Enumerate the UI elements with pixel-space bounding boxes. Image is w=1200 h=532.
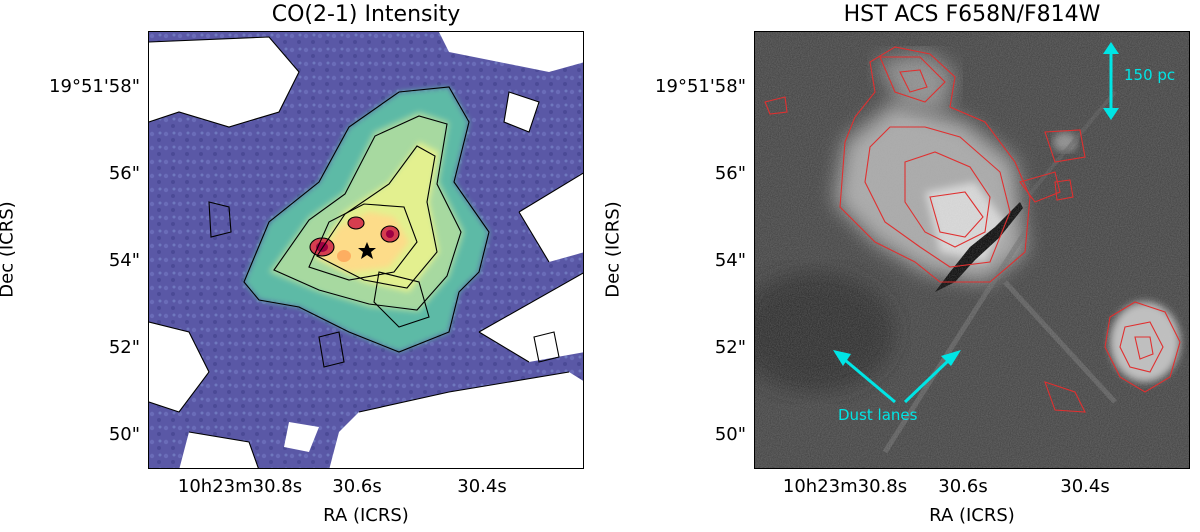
- right-xtick: 10h23m30.8s: [782, 476, 908, 497]
- left-ytick: 50": [108, 424, 140, 445]
- co-contours: [149, 36, 583, 468]
- right-ytick: 19°51'58": [655, 76, 746, 97]
- left-panel-title: CO(2-1) Intensity: [271, 2, 461, 27]
- right-xtick: 30.4s: [1060, 476, 1110, 497]
- right-ytick: 50": [714, 424, 746, 445]
- no-emission-regions: [149, 32, 583, 468]
- right-ytick: 54": [714, 250, 746, 271]
- right-xlabel: RA (ICRS): [929, 505, 1015, 526]
- right-ylabel: Dec (ICRS): [602, 201, 624, 298]
- left-ytick: 19°51'58": [49, 76, 140, 97]
- co-contours-overlay: [764, 46, 1181, 413]
- right-ytick: 52": [714, 337, 746, 358]
- left-ytick: 52": [108, 337, 140, 358]
- left-xlabel: RA (ICRS): [323, 505, 409, 526]
- right-xtick: 30.6s: [938, 476, 988, 497]
- star-icon: [358, 242, 376, 259]
- dust-lane-arrows: [833, 350, 961, 404]
- left-xtick: 10h23m30.8s: [177, 476, 303, 497]
- left-xtick: 30.4s: [457, 476, 507, 497]
- right-ytick: 56": [714, 163, 746, 184]
- scale-bar-arrow: [1103, 42, 1119, 120]
- left-xtick: 30.6s: [332, 476, 382, 497]
- dust-lanes-label: Dust lanes: [838, 406, 918, 424]
- left-ylabel: Dec (ICRS): [0, 201, 18, 298]
- co-intensity-map: [148, 31, 584, 469]
- left-ytick: 54": [108, 250, 140, 271]
- hst-acs-image: [754, 31, 1190, 469]
- right-panel-title: HST ACS F658N/F814W: [843, 2, 1101, 27]
- left-ytick: 56": [108, 163, 140, 184]
- scale-bar-label: 150 pc: [1124, 66, 1176, 84]
